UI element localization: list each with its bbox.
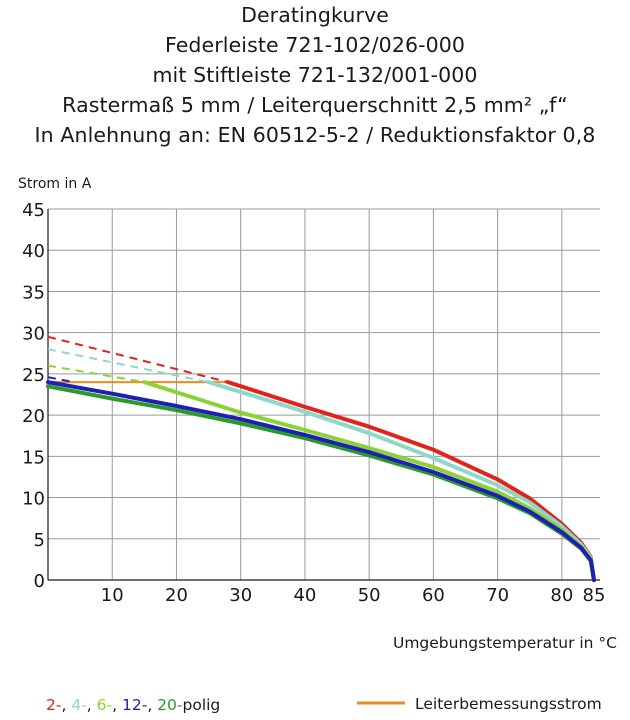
y-tick-label-5: 5 [34,530,45,551]
y-tick-label-0: 0 [34,571,45,592]
chart-subtitle-socket: Federleiste 721-102/026-000 [164,33,466,57]
legend-pole-part-6: 12- [122,696,147,714]
legend-pole-part-5: , [112,696,122,714]
legend-pole-part-3: , [87,696,97,714]
y-tick-label-40: 40 [22,241,45,262]
x-tick-label-10: 10 [101,585,124,606]
x-tick-label-30: 30 [229,585,252,606]
chart-subtitle-pinstrip: mit Stiftleiste 721-132/001-000 [152,63,478,87]
legend-pole-part-9: polig [183,696,221,714]
series-4-polig-line [206,380,596,582]
series-4-polig-dashed-line [47,348,209,384]
series-2-polig-line [225,380,596,582]
y-tick-label-10: 10 [22,489,45,510]
x-tick-label-50: 50 [358,585,381,606]
series-layer [46,335,596,582]
y-tick-label-30: 30 [22,324,45,345]
series-6-polig-dashed-line [47,364,145,384]
chart-subtitle-pitch: Rastermaß 5 mm / Leiterquerschnitt 2,5 m… [62,93,568,117]
legend-pole-part-2: 4- [71,696,86,714]
x-tick-label-60: 60 [422,585,445,606]
series-12-polig-line [46,380,596,582]
chart-title: Deratingkurve [241,3,389,27]
y-tick-label-20: 20 [22,406,45,427]
legend-pole-part-7: , [147,696,157,714]
x-tick-label-40: 40 [293,585,316,606]
chart-subtitle-standard: In Anlehnung an: EN 60512-5-2 / Reduktio… [34,123,596,147]
axes [47,209,600,581]
chart-title-block: Deratingkurve Federleiste 721-102/026-00… [0,0,630,150]
legend-pole-part-8: 20- [157,696,182,714]
legend-pole-part-4: 6- [97,696,112,714]
series-12-polig-dashed-line [47,376,74,384]
tick-labels: 0 5 10 15 20 25 30 35 40 45 10 20 30 40 50 60 70 80 85 [22,200,605,606]
x-tick-label-80: 80 [550,585,573,606]
legend-pole-part-0: 2- [46,696,61,714]
x-tick-label-20: 20 [165,585,188,606]
y-tick-label-45: 45 [22,200,45,221]
legend: 2-, 4-, 6-, 12-, 20-polig Leiterbemessun… [46,695,602,714]
legend-rated-current-label: Leiterbemessungsstrom [415,695,602,713]
series-2-polig-dashed-line [47,335,229,384]
x-tick-label-85: 85 [583,585,606,606]
x-tick-label-70: 70 [486,585,509,606]
x-axis-label: Umgebungstemperatur in °C [393,634,617,652]
y-tick-label-35: 35 [22,282,45,303]
legend-pole-part-1: , [61,696,71,714]
y-axis-label: Strom in A [18,176,92,192]
grid [48,208,600,580]
legend-poles-entry: 2-, 4-, 6-, 12-, 20-polig [46,696,220,714]
y-tick-label-15: 15 [22,447,45,468]
y-tick-label-25: 25 [22,365,45,386]
